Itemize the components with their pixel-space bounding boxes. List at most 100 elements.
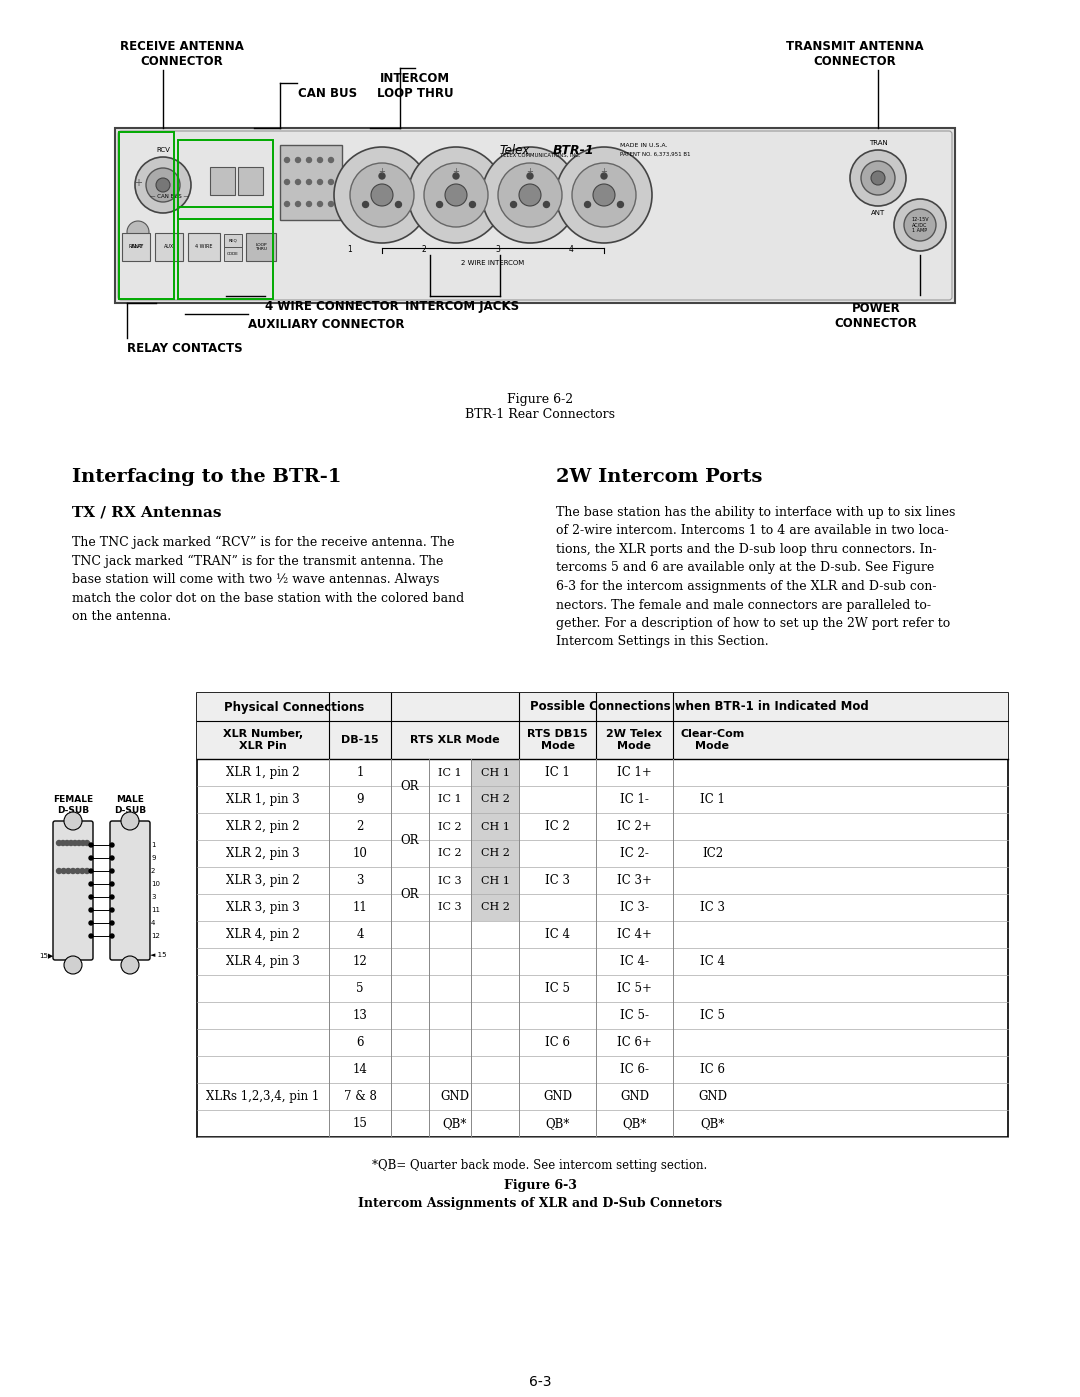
Text: INTERCOM JACKS: INTERCOM JACKS — [405, 300, 519, 313]
Text: RTS XLR Mode: RTS XLR Mode — [410, 735, 500, 745]
Text: +: + — [134, 177, 141, 189]
Bar — [391, 693, 1008, 721]
Text: IC 1: IC 1 — [545, 766, 570, 780]
Circle shape — [89, 935, 93, 937]
Text: IC 6+: IC 6+ — [617, 1037, 652, 1049]
Bar — [197, 693, 1008, 1137]
Text: 2: 2 — [356, 820, 364, 833]
Text: — CAN BUS —: — CAN BUS — — [150, 194, 189, 198]
Circle shape — [56, 841, 62, 845]
Circle shape — [296, 158, 300, 162]
Text: ANT: ANT — [131, 244, 144, 249]
Circle shape — [135, 156, 191, 212]
Circle shape — [436, 201, 443, 208]
Text: 6-3 for the intercom assignments of the XLR and D-sub con-: 6-3 for the intercom assignments of the … — [556, 580, 936, 592]
Text: 4: 4 — [569, 244, 573, 254]
Text: GND: GND — [441, 1090, 470, 1104]
Text: IC 6: IC 6 — [545, 1037, 570, 1049]
Text: 4: 4 — [151, 921, 156, 926]
Circle shape — [110, 908, 114, 912]
Text: RELAY CONTACTS: RELAY CONTACTS — [127, 342, 243, 355]
Bar — [178, 140, 273, 219]
Text: 10: 10 — [151, 882, 160, 887]
Bar — [156, 233, 183, 261]
Circle shape — [894, 198, 946, 251]
Text: IC 1: IC 1 — [438, 767, 462, 778]
Text: GND: GND — [698, 1090, 727, 1104]
Text: *QB= Quarter back mode. See intercom setting section.: *QB= Quarter back mode. See intercom set… — [373, 1160, 707, 1172]
Circle shape — [89, 921, 93, 925]
Circle shape — [408, 147, 504, 243]
Text: 14: 14 — [352, 1063, 367, 1076]
Text: MALE: MALE — [116, 795, 144, 805]
Text: +: + — [600, 166, 607, 176]
Circle shape — [307, 158, 311, 162]
Circle shape — [66, 869, 71, 873]
Text: IC 1-: IC 1- — [620, 793, 649, 806]
Text: AUX: AUX — [164, 244, 174, 250]
Bar — [210, 168, 235, 196]
Bar — [178, 207, 273, 299]
Circle shape — [284, 179, 289, 184]
Text: 12-15V
AC/DC
1 AMP: 12-15V AC/DC 1 AMP — [912, 217, 929, 233]
Bar — [471, 868, 519, 894]
Circle shape — [372, 184, 393, 205]
Bar — [197, 721, 1008, 759]
Text: QB*: QB* — [622, 1118, 647, 1130]
Circle shape — [350, 163, 414, 226]
Text: RCV: RCV — [157, 147, 170, 154]
Text: XLR 3, pin 2: XLR 3, pin 2 — [226, 875, 300, 887]
Text: gether. For a description of how to set up the 2W port refer to: gether. For a description of how to set … — [556, 617, 950, 630]
Text: RECEIVE ANTENNA
CONNECTOR: RECEIVE ANTENNA CONNECTOR — [120, 41, 244, 68]
Text: Possible Connections when BTR-1 in Indicated Mod: Possible Connections when BTR-1 in Indic… — [530, 700, 869, 714]
Text: IC 1+: IC 1+ — [617, 766, 652, 780]
Circle shape — [121, 956, 139, 974]
Text: IC 2+: IC 2+ — [617, 820, 652, 833]
Text: XLR 4, pin 2: XLR 4, pin 2 — [226, 928, 300, 942]
Text: tions, the XLR ports and the D-sub loop thru connectors. In-: tions, the XLR ports and the D-sub loop … — [556, 543, 936, 556]
Text: FEMALE: FEMALE — [53, 795, 93, 805]
Circle shape — [284, 201, 289, 207]
Text: XLR 1, pin 2: XLR 1, pin 2 — [226, 766, 300, 780]
Text: CODE: CODE — [227, 251, 239, 256]
Circle shape — [284, 158, 289, 162]
Text: Figure 6-2: Figure 6-2 — [507, 393, 573, 407]
Text: MADE IN U.S.A.: MADE IN U.S.A. — [620, 142, 667, 148]
Circle shape — [519, 184, 541, 205]
Text: 15▶: 15▶ — [39, 951, 53, 958]
Bar — [246, 233, 276, 261]
Circle shape — [127, 221, 149, 243]
Text: TRAN: TRAN — [868, 140, 888, 147]
Text: OR: OR — [401, 887, 419, 901]
Text: The TNC jack marked “RCV” is for the receive antenna. The: The TNC jack marked “RCV” is for the rec… — [72, 536, 455, 549]
Circle shape — [70, 869, 76, 873]
Circle shape — [527, 173, 534, 179]
Text: Clear-Com
Mode: Clear-Com Mode — [680, 729, 744, 750]
Circle shape — [307, 201, 311, 207]
Text: XLR Number,
XLR Pin: XLR Number, XLR Pin — [222, 729, 303, 750]
Text: XLR 2, pin 2: XLR 2, pin 2 — [226, 820, 300, 833]
Circle shape — [76, 869, 80, 873]
Text: CH 1: CH 1 — [481, 767, 510, 778]
Circle shape — [110, 895, 114, 900]
Text: TX / RX Antennas: TX / RX Antennas — [72, 506, 221, 520]
Text: GND: GND — [543, 1090, 572, 1104]
Text: OR: OR — [401, 834, 419, 847]
Bar — [224, 247, 242, 261]
Text: IC 3+: IC 3+ — [617, 875, 652, 887]
Text: XLR 3, pin 3: XLR 3, pin 3 — [226, 901, 300, 914]
Text: base station will come with two ½ wave antennas. Always: base station will come with two ½ wave a… — [72, 573, 440, 585]
Text: REQ: REQ — [229, 237, 238, 242]
Text: 3: 3 — [495, 244, 500, 254]
Text: IC 5: IC 5 — [545, 982, 570, 995]
Text: CH 1: CH 1 — [481, 821, 510, 831]
Circle shape — [296, 201, 300, 207]
Text: AUXILIARY CONNECTOR: AUXILIARY CONNECTOR — [248, 319, 405, 331]
Text: XLRs 1,2,3,4, pin 1: XLRs 1,2,3,4, pin 1 — [206, 1090, 320, 1104]
Text: IC 1: IC 1 — [700, 793, 725, 806]
Text: on the antenna.: on the antenna. — [72, 610, 171, 623]
Circle shape — [334, 147, 430, 243]
Circle shape — [65, 841, 69, 845]
Text: TELEX COMMUNICATIONS, INC.: TELEX COMMUNICATIONS, INC. — [500, 154, 581, 158]
Bar — [119, 131, 174, 299]
